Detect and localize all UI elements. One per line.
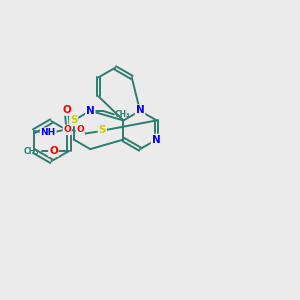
Text: O: O	[62, 105, 71, 115]
Text: S: S	[70, 116, 77, 125]
Text: N: N	[152, 134, 160, 145]
Text: N: N	[136, 105, 144, 115]
Text: O: O	[76, 125, 84, 134]
Text: CH₃: CH₃	[115, 110, 130, 119]
Text: CH₃: CH₃	[24, 147, 40, 156]
Text: O: O	[63, 125, 71, 134]
Text: O: O	[49, 146, 58, 156]
Text: S: S	[99, 125, 106, 135]
Text: N: N	[86, 106, 95, 116]
Text: NH: NH	[40, 128, 56, 137]
